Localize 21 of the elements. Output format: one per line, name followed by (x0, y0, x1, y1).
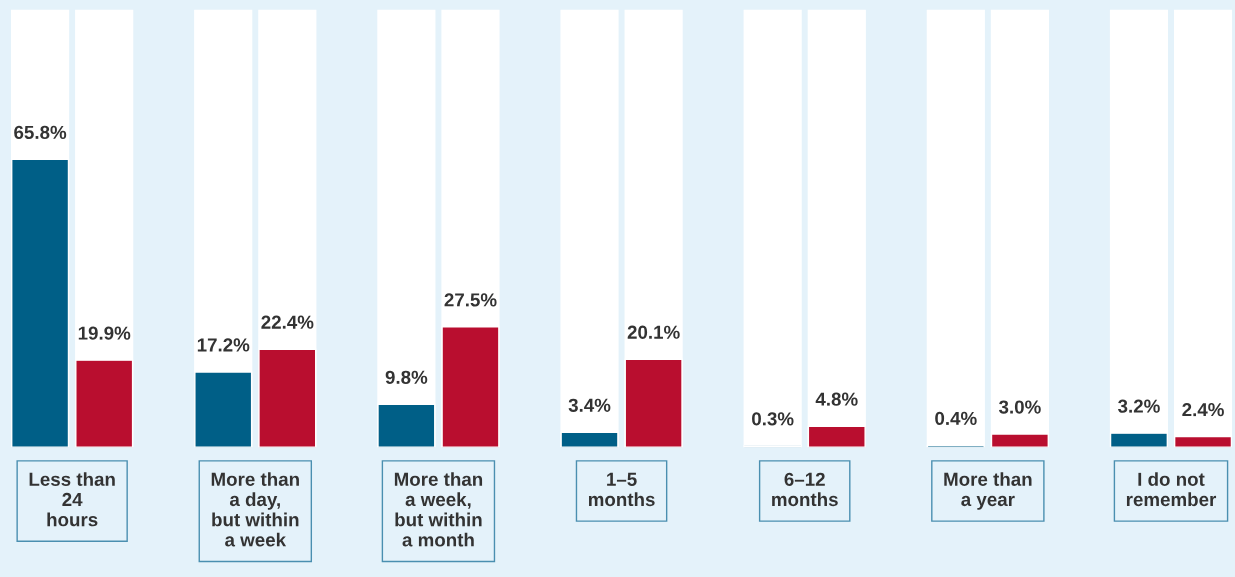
data-label: 3.2% (1118, 399, 1160, 413)
x-tick-label: More than a day, but within a week (211, 472, 299, 547)
data-label: 17.2% (197, 338, 250, 352)
data-label: 65.8% (14, 125, 67, 140)
data-label: 19.9% (78, 326, 131, 340)
data-label: 0.3% (752, 412, 794, 426)
data-label: 3.0% (998, 400, 1041, 414)
x-tick-label: 1–5 months (588, 472, 655, 507)
data-label: 22.4% (261, 315, 314, 329)
x-tick-label: Less than 24 hours (29, 472, 115, 527)
data-label: 20.1% (627, 325, 680, 339)
x-tick-label: More than a year (944, 472, 1032, 510)
data-label: 2.4% (1182, 403, 1224, 417)
x-tick-label: I do not remember (1126, 472, 1217, 507)
data-label: 4.8% (815, 392, 858, 406)
x-tick-label: More than a week, but within a month (394, 472, 483, 547)
data-label: 3.4% (568, 398, 611, 412)
data-label: 27.5% (444, 293, 497, 307)
data-label: 9.8% (385, 370, 428, 384)
x-tick-label: 6–12 months (772, 472, 838, 507)
data-label: 0.4% (935, 411, 977, 426)
